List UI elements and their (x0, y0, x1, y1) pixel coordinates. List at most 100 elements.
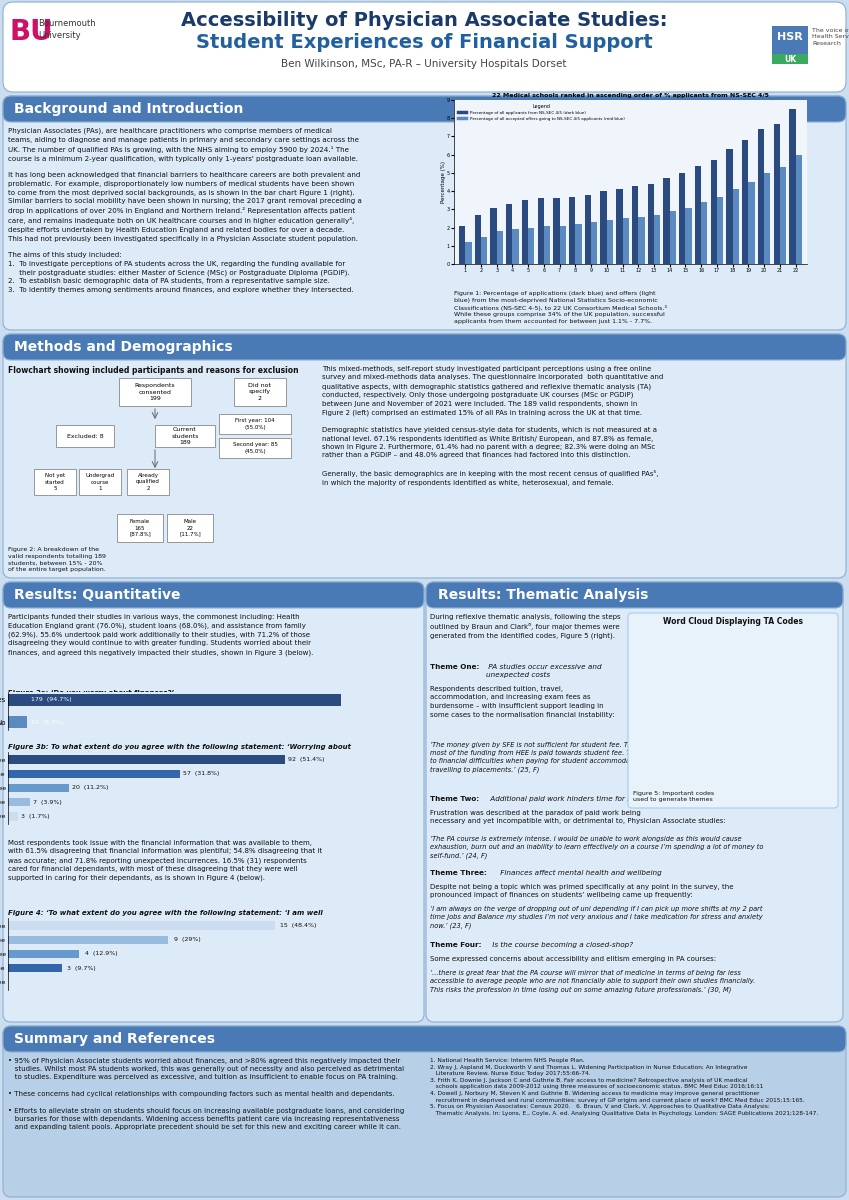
Bar (554, 198, 559, 264)
FancyBboxPatch shape (3, 96, 846, 122)
Bar (694, 166, 701, 264)
Text: 3  (1.7%): 3 (1.7%) (20, 814, 49, 818)
Text: Ben Wilkinson, MSc, PA-R – University Hospitals Dorset: Ben Wilkinson, MSc, PA-R – University Ho… (281, 59, 567, 68)
Text: The voice of UK
Health Services
Research: The voice of UK Health Services Research (812, 29, 849, 46)
Text: Most respondents took issue with the financial information that was available to: Most respondents took issue with the fin… (8, 840, 322, 881)
Text: Male
22
[11.7%]: Male 22 [11.7%] (179, 520, 201, 536)
Text: 9  (29%): 9 (29%) (173, 937, 200, 942)
Text: Theme Four:: Theme Four: (430, 942, 481, 948)
Bar (117, 514, 163, 542)
Text: Some expressed concerns about accessibility and elitism emerging in PA courses:: Some expressed concerns about accessibil… (430, 956, 716, 962)
Text: Did not
specify
2: Did not specify 2 (249, 383, 272, 401)
Bar (234, 378, 286, 406)
Bar (773, 124, 780, 264)
Text: Respondents described tuition, travel,
accommodation, and increasing exam fees a: Respondents described tuition, travel, a… (430, 686, 615, 718)
Bar (528, 228, 534, 264)
Text: Figure 3b: To what extent do you agree with the following statement: ‘Worrying a: Figure 3b: To what extent do you agree w… (8, 744, 351, 758)
Text: During reflexive thematic analysis, following the steps
outlined by Braun and Cl: During reflexive thematic analysis, foll… (430, 614, 621, 638)
Bar (459, 226, 465, 264)
Text: Figure 3a: ‘Do you worry about finances?’: Figure 3a: ‘Do you worry about finances?… (8, 690, 174, 696)
Bar (8, 769, 180, 778)
Bar (796, 155, 801, 264)
Text: Current
students
189: Current students 189 (171, 427, 199, 445)
Bar (8, 964, 62, 972)
Text: 4  (12.9%): 4 (12.9%) (85, 952, 117, 956)
Text: Despite not being a topic which was primed specifically at any point in the surv: Despite not being a topic which was prim… (430, 884, 734, 899)
Text: 15  (48.4%): 15 (48.4%) (280, 923, 317, 928)
Title: 22 Medical schools ranked in ascending order of % applicants from NS-SEC 4/5: 22 Medical schools ranked in ascending o… (492, 94, 769, 98)
Text: Excluded: 8: Excluded: 8 (67, 433, 104, 438)
Bar (8, 798, 30, 806)
Bar (8, 936, 168, 944)
FancyBboxPatch shape (426, 582, 843, 1022)
Bar (758, 130, 764, 264)
FancyBboxPatch shape (3, 582, 424, 1022)
Bar (34, 469, 76, 494)
Bar (585, 194, 591, 264)
Bar (576, 224, 582, 264)
Text: Female
165
[87.8%]: Female 165 [87.8%] (129, 520, 151, 536)
Text: ‘The PA course is extremely intense. I would be unable to work alongside as this: ‘The PA course is extremely intense. I w… (430, 836, 763, 859)
Text: 57  (31.8%): 57 (31.8%) (183, 772, 219, 776)
Bar (513, 229, 519, 264)
Text: Not yet
started
5: Not yet started 5 (45, 473, 65, 491)
Text: University: University (38, 31, 81, 41)
Bar (600, 191, 607, 264)
Bar (591, 222, 598, 264)
Bar (772, 54, 808, 64)
FancyBboxPatch shape (3, 96, 846, 330)
Bar (167, 514, 213, 542)
Bar (622, 218, 629, 264)
Bar (219, 438, 291, 458)
Text: 10  (5.3%): 10 (5.3%) (31, 720, 63, 725)
Bar (764, 173, 770, 264)
Text: Respondents
consented
199: Respondents consented 199 (135, 383, 175, 401)
Bar (670, 211, 676, 264)
FancyBboxPatch shape (3, 334, 846, 578)
Text: Figure 1: Percentage of applications (dark blue) and offers (light
blue) from th: Figure 1: Percentage of applications (da… (454, 292, 667, 324)
Text: BU: BU (10, 18, 53, 46)
Bar (497, 232, 503, 264)
Bar (491, 208, 497, 264)
Text: Background and Introduction: Background and Introduction (14, 102, 244, 116)
Text: 179  (94.7%): 179 (94.7%) (31, 697, 71, 702)
Bar (56, 425, 114, 446)
Text: First year: 104
(55.0%): First year: 104 (55.0%) (235, 419, 275, 430)
Text: Flowchart showing included participants and reasons for exclusion: Flowchart showing included participants … (8, 366, 299, 374)
Y-axis label: Percentage (%): Percentage (%) (441, 161, 446, 203)
Text: UK: UK (784, 54, 796, 64)
FancyBboxPatch shape (3, 334, 846, 360)
Bar (506, 204, 513, 264)
Text: Bournemouth: Bournemouth (38, 19, 96, 29)
Text: Word Cloud Displaying TA Codes: Word Cloud Displaying TA Codes (663, 617, 803, 625)
Bar (219, 414, 291, 434)
Text: HSR: HSR (777, 32, 803, 42)
Text: Accessibility of Physician Associate Studies:: Accessibility of Physician Associate Stu… (181, 11, 667, 30)
Bar (8, 755, 285, 764)
Bar (155, 425, 215, 446)
Text: 1. National Health Service: Interim NHS People Plan.
2. Wray J, Aspland M, Duckw: 1. National Health Service: Interim NHS … (430, 1058, 818, 1116)
Bar (8, 694, 341, 706)
Bar (119, 378, 191, 406)
Bar (559, 226, 566, 264)
Bar (733, 190, 739, 264)
Bar (537, 198, 544, 264)
Bar (638, 217, 644, 264)
Bar (748, 182, 755, 264)
Text: PA studies occur excessive and
unexpected costs: PA studies occur excessive and unexpecte… (486, 664, 602, 678)
Text: Figure 4: ‘To what extent do you agree with the following statement: ‘I am well
: Figure 4: ‘To what extent do you agree w… (8, 910, 323, 924)
Bar (607, 221, 613, 264)
Text: ‘I am always on the verge of dropping out of uni depending if I can pick up more: ‘I am always on the verge of dropping ou… (430, 906, 762, 929)
Bar (8, 812, 18, 821)
Bar (780, 168, 786, 264)
Text: Theme Three:: Theme Three: (430, 870, 486, 876)
Text: Already
qualified
2: Already qualified 2 (136, 473, 160, 491)
FancyBboxPatch shape (3, 582, 424, 608)
Text: • 95% of Physician Associate students worried about finances, and >80% agreed th: • 95% of Physician Associate students wo… (8, 1058, 404, 1130)
Text: Physician Associates (PAs), are healthcare practitioners who comprise members of: Physician Associates (PAs), are healthca… (8, 128, 362, 293)
Text: 92  (51.4%): 92 (51.4%) (288, 757, 324, 762)
Bar (742, 140, 748, 264)
Bar (127, 469, 169, 494)
Bar (663, 179, 670, 264)
Bar (8, 784, 69, 792)
